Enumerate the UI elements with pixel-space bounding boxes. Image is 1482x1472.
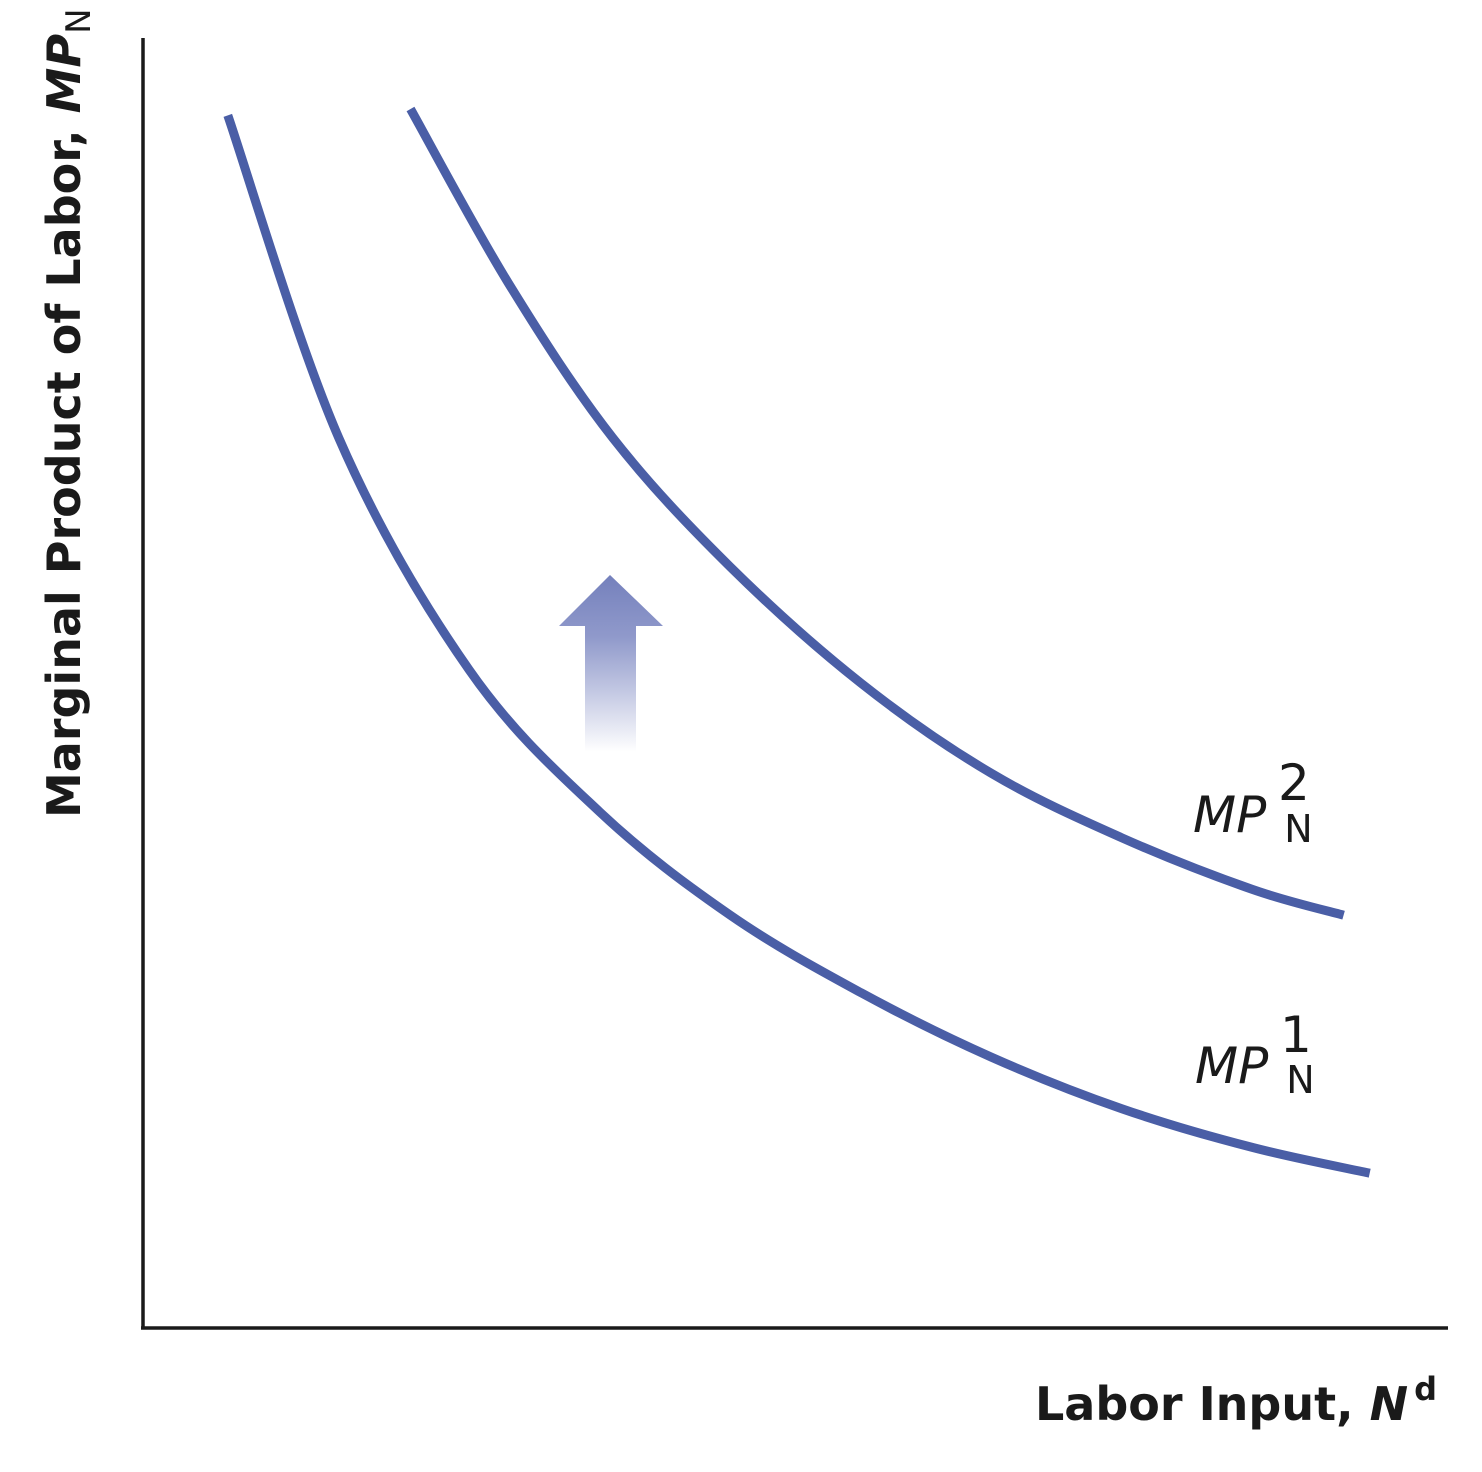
mpn1-label-sup: 1: [1280, 1006, 1312, 1064]
mpn1-curve: [223, 113, 1371, 1178]
shift-up-arrow-icon: [559, 575, 663, 752]
mpn2-label-sup: 2: [1278, 754, 1310, 812]
mpn1-label: MP N: [1195, 1037, 1315, 1102]
mpn2-label: MP N: [1193, 786, 1313, 851]
mpn2-curve: [406, 106, 1345, 920]
y-axis-title: Marginal Product of Labor, MPN: [37, 8, 99, 818]
